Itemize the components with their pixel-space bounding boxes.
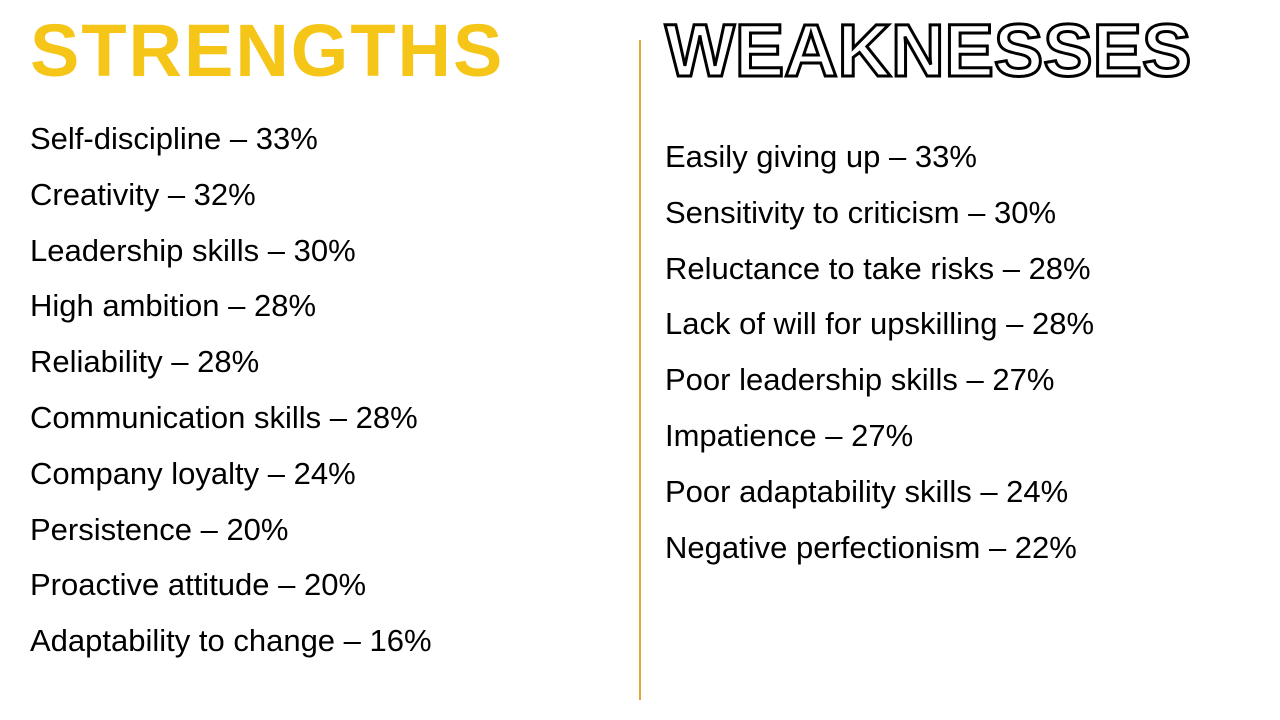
list-item: Persistence – 20%: [30, 502, 615, 558]
list-item: Adaptability to change – 16%: [30, 613, 615, 669]
item-value: 33%: [915, 139, 977, 174]
item-value: 24%: [294, 456, 356, 491]
list-item: Reliability – 28%: [30, 334, 615, 390]
separator: –: [270, 567, 304, 602]
list-item: Poor leadership skills – 27%: [665, 352, 1250, 408]
item-value: 27%: [851, 418, 913, 453]
item-label: Negative perfectionism: [665, 530, 980, 565]
separator: –: [259, 456, 293, 491]
separator: –: [817, 418, 851, 453]
item-label: Poor leadership skills: [665, 362, 958, 397]
center-divider: [639, 40, 641, 700]
list-item: Creativity – 32%: [30, 167, 615, 223]
list-item: Poor adaptability skills – 24%: [665, 464, 1250, 520]
separator: –: [159, 177, 193, 212]
weaknesses-column: WEAKNESSES Easily giving up – 33% Sensit…: [625, 0, 1250, 720]
separator: –: [880, 139, 914, 174]
separator: –: [221, 121, 255, 156]
item-label: High ambition: [30, 288, 220, 323]
item-label: Company loyalty: [30, 456, 259, 491]
separator: –: [972, 474, 1006, 509]
item-value: 28%: [1032, 306, 1094, 341]
separator: –: [259, 233, 293, 268]
item-value: 20%: [226, 512, 288, 547]
weaknesses-heading: WEAKNESSES: [665, 8, 1250, 93]
separator: –: [321, 400, 355, 435]
item-label: Self-discipline: [30, 121, 221, 156]
content-container: STRENGTHS Self-discipline – 33% Creativi…: [0, 0, 1280, 720]
list-item: Lack of will for upskilling – 28%: [665, 296, 1250, 352]
item-label: Persistence: [30, 512, 192, 547]
separator: –: [163, 344, 197, 379]
item-label: Creativity: [30, 177, 159, 212]
separator: –: [994, 251, 1028, 286]
list-item: High ambition – 28%: [30, 278, 615, 334]
list-item: Proactive attitude – 20%: [30, 557, 615, 613]
separator: –: [192, 512, 226, 547]
separator: –: [335, 623, 369, 658]
item-label: Proactive attitude: [30, 567, 270, 602]
list-item: Easily giving up – 33%: [665, 129, 1250, 185]
item-label: Communication skills: [30, 400, 321, 435]
item-value: 28%: [356, 400, 418, 435]
item-label: Leadership skills: [30, 233, 259, 268]
separator: –: [980, 530, 1014, 565]
item-label: Easily giving up: [665, 139, 880, 174]
item-value: 27%: [992, 362, 1054, 397]
separator: –: [998, 306, 1032, 341]
weaknesses-list: Easily giving up – 33% Sensitivity to cr…: [665, 129, 1250, 575]
separator: –: [960, 195, 994, 230]
list-item: Leadership skills – 30%: [30, 223, 615, 279]
list-item: Sensitivity to criticism – 30%: [665, 185, 1250, 241]
item-value: 28%: [1029, 251, 1091, 286]
list-item: Negative perfectionism – 22%: [665, 520, 1250, 576]
item-label: Sensitivity to criticism: [665, 195, 960, 230]
list-item: Communication skills – 28%: [30, 390, 615, 446]
item-value: 30%: [294, 233, 356, 268]
item-label: Impatience: [665, 418, 817, 453]
list-item: Impatience – 27%: [665, 408, 1250, 464]
item-value: 33%: [256, 121, 318, 156]
item-label: Poor adaptability skills: [665, 474, 972, 509]
item-value: 32%: [194, 177, 256, 212]
item-value: 22%: [1015, 530, 1077, 565]
strengths-list: Self-discipline – 33% Creativity – 32% L…: [30, 111, 615, 669]
list-item: Company loyalty – 24%: [30, 446, 615, 502]
item-value: 30%: [994, 195, 1056, 230]
item-value: 28%: [197, 344, 259, 379]
item-value: 16%: [370, 623, 432, 658]
item-label: Adaptability to change: [30, 623, 335, 658]
item-label: Reluctance to take risks: [665, 251, 994, 286]
strengths-heading: STRENGTHS: [30, 8, 615, 93]
item-value: 20%: [304, 567, 366, 602]
list-item: Reluctance to take risks – 28%: [665, 241, 1250, 297]
strengths-column: STRENGTHS Self-discipline – 33% Creativi…: [30, 0, 625, 720]
separator: –: [958, 362, 992, 397]
list-item: Self-discipline – 33%: [30, 111, 615, 167]
item-label: Lack of will for upskilling: [665, 306, 998, 341]
item-label: Reliability: [30, 344, 163, 379]
separator: –: [220, 288, 254, 323]
item-value: 28%: [254, 288, 316, 323]
item-value: 24%: [1006, 474, 1068, 509]
